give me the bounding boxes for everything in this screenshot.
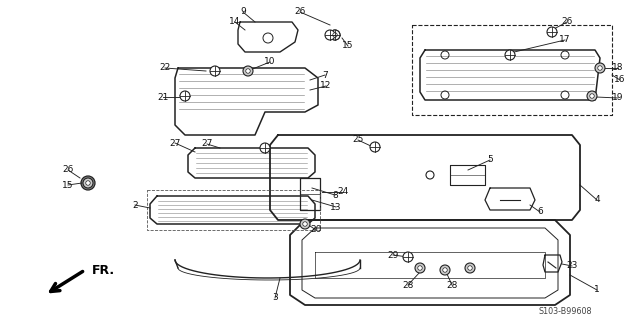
Text: 21: 21 — [158, 92, 168, 101]
Circle shape — [587, 91, 597, 101]
Circle shape — [595, 63, 605, 73]
Text: 22: 22 — [160, 63, 170, 73]
Text: 1: 1 — [594, 285, 600, 294]
Text: 9: 9 — [240, 7, 246, 17]
Text: 26: 26 — [561, 18, 573, 27]
Text: 2: 2 — [132, 201, 138, 210]
Circle shape — [325, 30, 335, 40]
Text: 3: 3 — [272, 293, 278, 302]
Text: 12: 12 — [320, 82, 332, 91]
Circle shape — [418, 266, 422, 270]
Circle shape — [300, 219, 310, 229]
Circle shape — [81, 176, 95, 190]
Circle shape — [330, 30, 340, 40]
Circle shape — [561, 91, 569, 99]
Circle shape — [443, 268, 447, 272]
Circle shape — [180, 91, 190, 101]
Text: 20: 20 — [310, 226, 322, 235]
Text: 25: 25 — [352, 135, 364, 145]
Circle shape — [465, 263, 475, 273]
Text: 14: 14 — [229, 18, 241, 27]
Text: 17: 17 — [560, 36, 571, 44]
Text: 4: 4 — [594, 196, 600, 204]
Text: 15: 15 — [63, 180, 74, 189]
Circle shape — [468, 266, 472, 270]
Circle shape — [84, 180, 91, 187]
Text: 6: 6 — [537, 207, 543, 217]
Text: 26: 26 — [63, 165, 73, 174]
Circle shape — [415, 263, 425, 273]
Circle shape — [330, 30, 340, 40]
Text: 13: 13 — [330, 203, 342, 212]
Text: 28: 28 — [403, 281, 413, 290]
Circle shape — [85, 181, 90, 185]
Circle shape — [440, 265, 450, 275]
Circle shape — [210, 66, 220, 76]
Text: 27: 27 — [169, 139, 181, 148]
Circle shape — [83, 178, 93, 188]
Circle shape — [243, 66, 253, 76]
Circle shape — [441, 91, 449, 99]
Circle shape — [246, 69, 250, 73]
Text: 8: 8 — [332, 190, 338, 199]
Circle shape — [598, 66, 602, 70]
Text: 23: 23 — [567, 261, 577, 270]
Text: 7: 7 — [322, 70, 328, 79]
Text: 15: 15 — [342, 42, 353, 51]
Circle shape — [547, 27, 557, 37]
Circle shape — [590, 94, 594, 98]
Circle shape — [260, 143, 270, 153]
Circle shape — [333, 33, 338, 37]
Text: FR.: FR. — [92, 263, 115, 276]
Text: 16: 16 — [614, 76, 626, 84]
Text: 29: 29 — [387, 251, 399, 260]
Text: S103-B99608: S103-B99608 — [538, 308, 592, 316]
Text: 28: 28 — [447, 281, 457, 290]
Circle shape — [303, 222, 308, 226]
Text: 27: 27 — [202, 140, 212, 148]
Text: 5: 5 — [487, 156, 493, 164]
Text: 26: 26 — [294, 7, 306, 17]
Circle shape — [441, 51, 449, 59]
Text: 19: 19 — [612, 93, 624, 102]
Circle shape — [403, 252, 413, 262]
Circle shape — [505, 50, 515, 60]
Circle shape — [370, 142, 380, 152]
Text: 10: 10 — [264, 58, 276, 67]
Circle shape — [561, 51, 569, 59]
Text: 18: 18 — [612, 63, 624, 73]
Text: 24: 24 — [338, 188, 348, 196]
